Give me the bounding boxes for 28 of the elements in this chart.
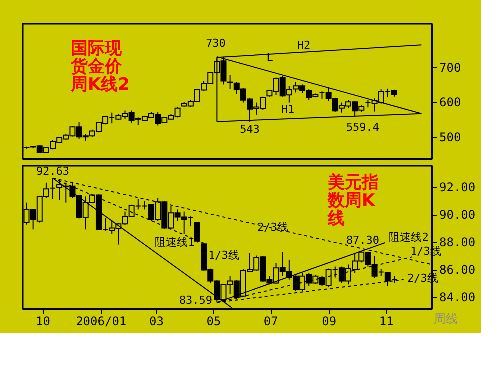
annotation: H2 xyxy=(297,39,311,52)
y-tick-label: 86.00 xyxy=(440,263,476,278)
text: 美元指数周K线 xyxy=(327,173,379,229)
x-tick-label: 11 xyxy=(379,314,394,328)
x-tick-label: 03 xyxy=(149,314,164,328)
x-tick-label: 09 xyxy=(322,314,337,328)
y-tick-label: 500 xyxy=(440,130,462,144)
x-tick-label: 2006/01 xyxy=(76,314,127,328)
annotation: 阻速线2 xyxy=(389,231,429,244)
y-tick-label: 700 xyxy=(440,60,462,75)
annotation: H1 xyxy=(281,103,295,116)
annotation: 543 xyxy=(240,123,260,136)
annotation: 1/3线 xyxy=(208,249,240,262)
y-tick-label: 88.00 xyxy=(440,236,476,250)
x-axis-title: 周线 xyxy=(434,312,458,326)
annotation: 83.59 xyxy=(179,294,213,307)
x-tick-label: 05 xyxy=(206,314,222,328)
annotation: 87.30 xyxy=(346,234,380,247)
x-tick-label: 10 xyxy=(36,314,50,328)
y-tick-label: 92.00 xyxy=(440,180,476,195)
y-tick-label: 90.00 xyxy=(440,208,476,222)
x-tick-label: 07 xyxy=(264,314,278,328)
annotation: 92.63 xyxy=(36,165,70,178)
y-tick-label: 84.00 xyxy=(440,290,476,305)
text: 国际现货金价周K线2 xyxy=(70,39,130,95)
annotation: 730 xyxy=(206,37,226,50)
y-tick-label: 600 xyxy=(440,96,462,110)
annotation: 559.4 xyxy=(346,121,380,134)
